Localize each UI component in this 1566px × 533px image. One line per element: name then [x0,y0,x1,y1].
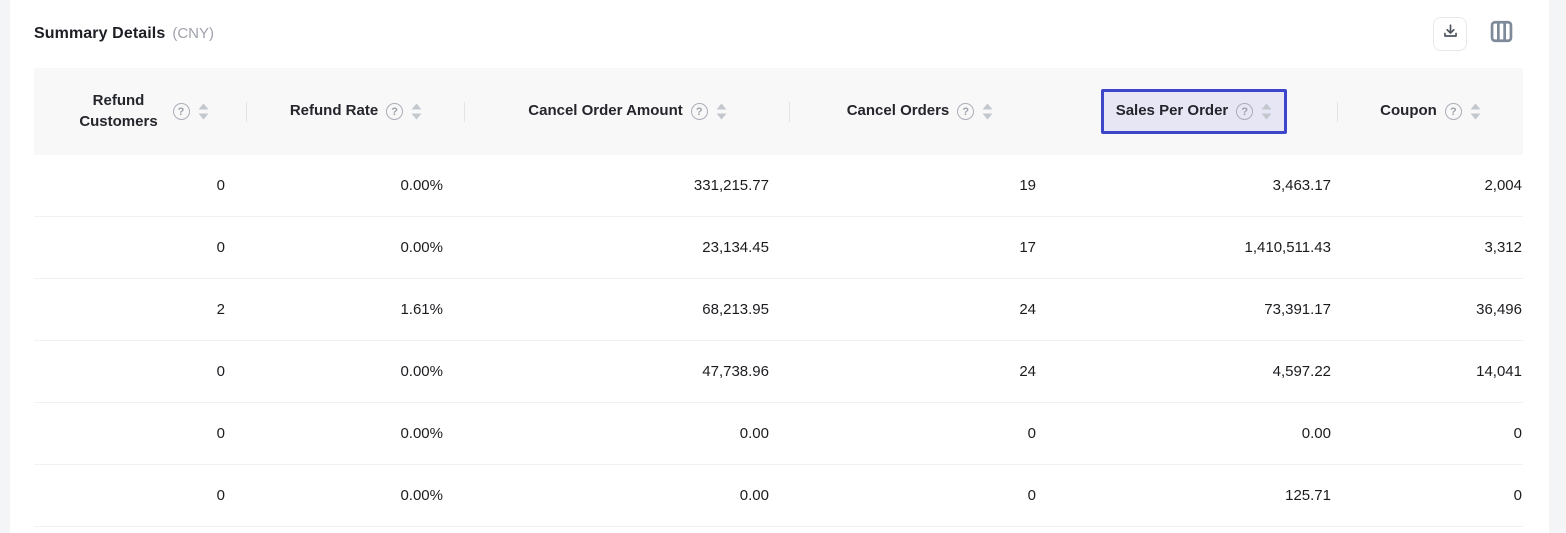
column-label: Cancel Order Amount [528,102,683,120]
cell: 24 [1019,301,1036,318]
table-body: 0 0.00% 331,215.77 19 3,463.17 2,004 0 0.00% 23,… [34,155,1523,527]
page-title: Summary Details [34,25,166,42]
help-icon[interactable]: ? [1236,103,1254,120]
column-header-refund-customers[interactable]: Refund Customers? [34,68,247,155]
column-header-cancel-orders[interactable]: Cancel Orders? [790,68,1050,155]
cell: 0 [216,363,225,380]
cell: 0.00 [739,425,769,442]
column-header-sales-per-order[interactable]: Sales Per Order? [1050,68,1338,155]
column-header-inner: Cancel Order Amount? [513,89,741,133]
card-header: Summary Details (CNY) [10,0,1549,68]
cell: 3,312 [1484,239,1522,256]
column-header-inner: Coupon? [1365,89,1496,133]
cell: 4,597.22 [1272,363,1331,380]
help-icon[interactable]: ? [957,103,975,120]
highlighted-column-box: Sales Per Order? [1100,89,1288,134]
column-label: Sales Per Order [1115,102,1229,120]
cell: 24 [1019,363,1036,380]
table-row: 0 0.00% 331,215.77 19 3,463.17 2,004 [34,155,1523,217]
column-header-refund-rate[interactable]: Refund Rate? [247,68,465,155]
cell: 3,463.17 [1272,177,1331,194]
column-settings-button[interactable] [1484,17,1518,51]
cell: 1.61% [400,301,443,318]
currency-label: (CNY) [172,25,215,42]
help-icon[interactable]: ? [386,103,404,120]
column-label: Cancel Orders [846,102,950,120]
cell: 19 [1019,177,1036,194]
cell: 2 [216,301,225,318]
sort-icon[interactable] [198,103,209,120]
cell: 0.00% [400,239,443,256]
cell: 0.00% [400,425,443,442]
download-icon [1441,22,1460,46]
cell: 0 [216,239,225,256]
column-header-coupon[interactable]: Coupon? [1338,68,1523,155]
sort-icon[interactable] [411,103,422,120]
cell: 14,041 [1476,363,1522,380]
cell: 0.00% [400,487,443,504]
column-header-inner: Refund Rate? [275,89,437,133]
cell: 0 [216,425,225,442]
cell: 125.71 [1285,487,1331,504]
cell: 23,134.45 [702,239,769,256]
cell: 0 [1027,425,1036,442]
cell: 0.00 [739,487,769,504]
cell: 2,004 [1484,177,1522,194]
help-icon[interactable]: ? [1444,103,1462,120]
table-row: 0 0.00% 0.00 0 125.71 0 [34,465,1523,527]
cell: 0.00% [400,363,443,380]
cell: 0.00 [1301,425,1331,442]
table-row: 0 0.00% 47,738.96 24 4,597.22 14,041 [34,341,1523,403]
column-label: Coupon [1380,102,1437,120]
column-header-inner: Cancel Orders? [832,89,1009,133]
summary-details-card: Summary Details (CNY) [10,0,1549,533]
table-row: 0 0.00% 0.00 0 0.00 0 [34,403,1523,465]
cell: 0.00% [400,177,443,194]
cell: 0 [1513,425,1522,442]
cell: 0 [216,177,225,194]
toolbar [1433,17,1518,51]
cell: 73,391.17 [1264,301,1331,318]
cell: 0 [216,487,225,504]
sort-icon[interactable] [1261,103,1272,120]
column-header-cancel-order-amount[interactable]: Cancel Order Amount? [465,68,790,155]
download-button[interactable] [1433,17,1467,51]
help-icon[interactable]: ? [690,103,708,120]
summary-table: Refund Customers? Refund Rate? Cancel Orde… [34,68,1523,527]
sort-icon[interactable] [1470,103,1481,120]
cell: 0 [1027,487,1036,504]
cell: 68,213.95 [702,301,769,318]
sort-icon[interactable] [982,103,993,120]
cell: 0 [1513,487,1522,504]
column-label: Refund Customers [79,92,158,130]
sort-icon[interactable] [716,103,727,120]
card-title-wrap: Summary Details (CNY) [34,25,214,43]
cell: 36,496 [1476,301,1522,318]
help-icon[interactable]: ? [172,103,190,120]
table-row: 2 1.61% 68,213.95 24 73,391.17 36,496 [34,279,1523,341]
table-row: 0 0.00% 23,134.45 17 1,410,511.43 3,312 [34,217,1523,279]
column-header-inner: Refund Customers? [58,79,224,144]
cell: 331,215.77 [693,177,769,194]
cell: 47,738.96 [702,363,769,380]
table-header-row: Refund Customers? Refund Rate? Cancel Orde… [34,68,1523,155]
columns-icon [1488,18,1515,50]
cell: 1,410,511.43 [1244,239,1331,256]
column-label: Refund Rate [289,102,379,120]
cell: 17 [1019,239,1036,256]
